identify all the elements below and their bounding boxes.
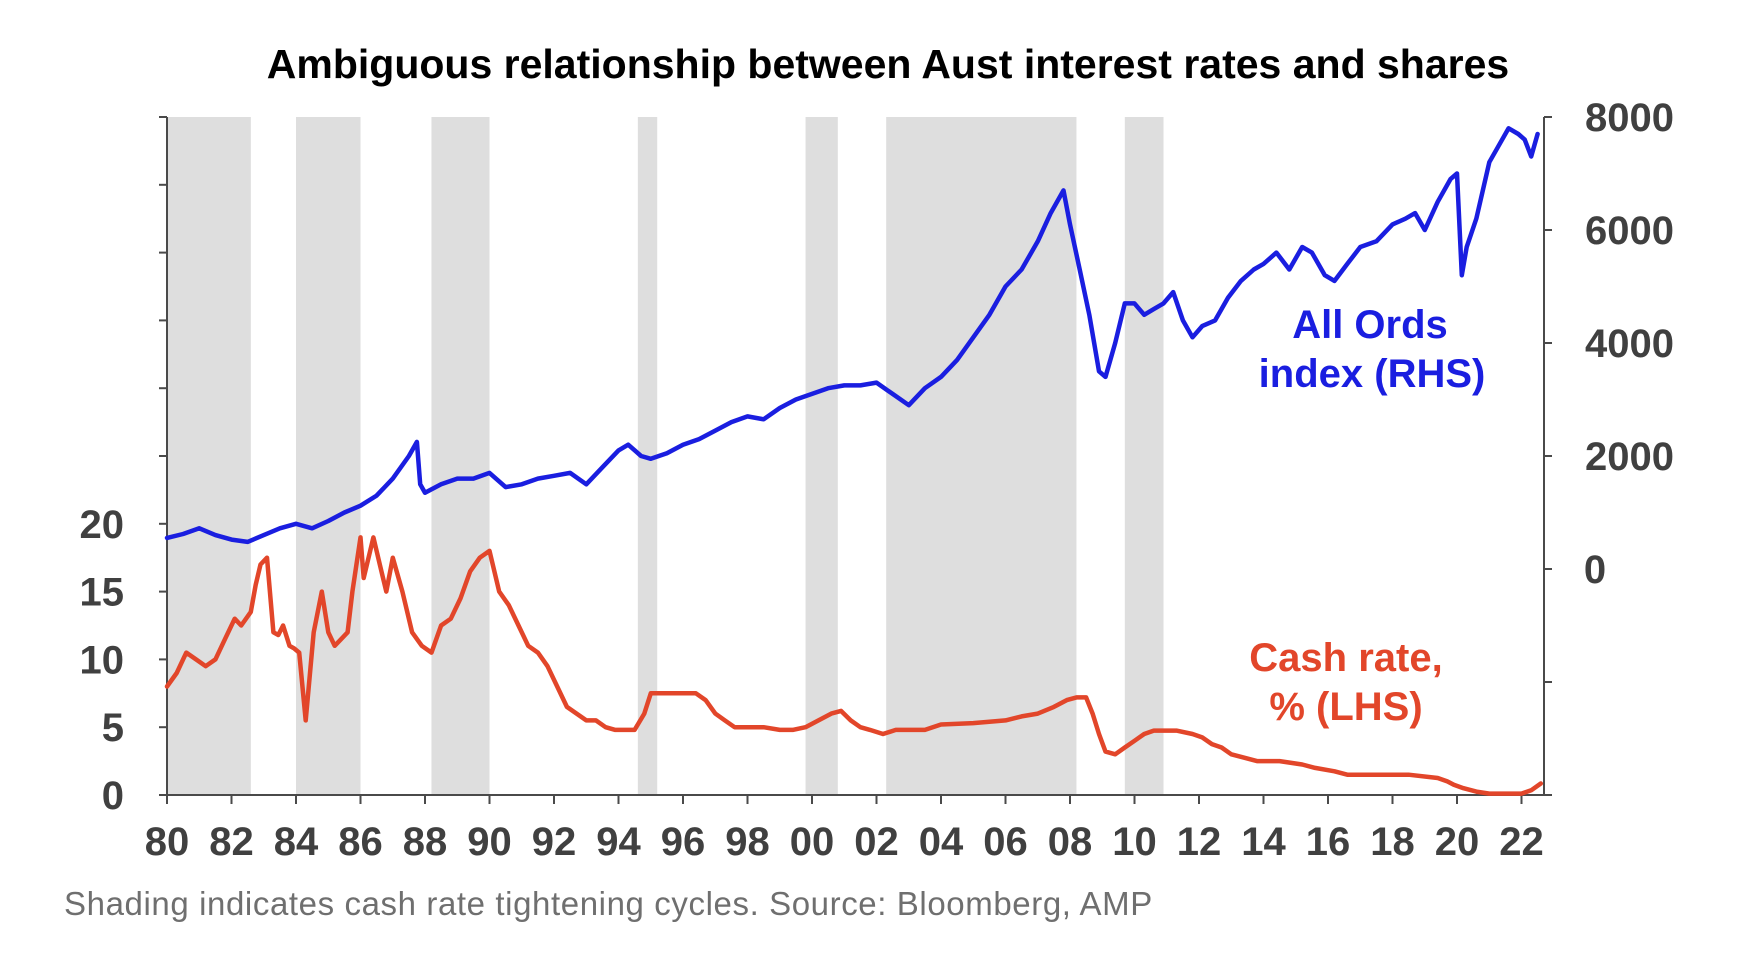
shading-band-4: [805, 117, 838, 795]
all-ords-label-line1: All Ords: [1292, 303, 1448, 347]
x-tick-label-02: 02: [854, 820, 899, 864]
cash-rate-line: [164, 535, 1544, 796]
x-axis-ticks: 80 82 84 86 88 90 92 94 96 98 00 02 04 06 08 10 12 14 16 18…: [145, 795, 1544, 864]
cash-rate-label-line1: Cash rate,: [1249, 636, 1442, 680]
series-lines: [164, 126, 1544, 796]
x-tick-label-86: 86: [338, 820, 383, 864]
x-tick-label-22: 22: [1499, 820, 1544, 864]
x-tick-label-94: 94: [596, 820, 641, 864]
x-tick-label-14: 14: [1241, 820, 1286, 864]
left-tick-label-0: 0: [102, 774, 124, 818]
left-tick-label-10: 10: [80, 638, 125, 682]
right-tick-label-2000: 2000: [1585, 435, 1674, 479]
left-axis-ticks: 0 5 10 15 20: [80, 116, 167, 818]
tightening-shading: [167, 117, 1164, 795]
x-tick-label-00: 00: [790, 820, 835, 864]
shading-band-2: [431, 117, 490, 795]
x-tick-label-92: 92: [532, 820, 577, 864]
left-tick-label-20: 20: [80, 503, 125, 547]
x-tick-label-96: 96: [661, 820, 706, 864]
source-footnote: Shading indicates cash rate tightening c…: [64, 885, 1153, 922]
x-tick-label-04: 04: [919, 820, 964, 864]
x-tick-label-20: 20: [1435, 820, 1480, 864]
right-tick-label-6000: 6000: [1585, 209, 1674, 253]
left-tick-label-15: 15: [80, 571, 125, 615]
x-tick-label-98: 98: [725, 820, 770, 864]
all-ords-line: [164, 126, 1540, 545]
x-tick-label-12: 12: [1177, 820, 1222, 864]
x-tick-label-18: 18: [1370, 820, 1415, 864]
x-tick-label-88: 88: [403, 820, 448, 864]
shading-band-0: [167, 117, 251, 795]
right-axis-ticks: 0 2000 4000 6000 8000: [1544, 96, 1674, 796]
shading-band-6: [1124, 117, 1164, 795]
cash-rate-label-line2: % (LHS): [1269, 685, 1422, 729]
x-tick-label-10: 10: [1112, 820, 1157, 864]
all-ords-label-line2: index (RHS): [1259, 352, 1486, 396]
x-tick-label-08: 08: [1048, 820, 1093, 864]
shading-band-1: [296, 117, 361, 795]
left-tick-label-5: 5: [102, 706, 124, 750]
right-tick-label-4000: 4000: [1585, 322, 1674, 366]
right-tick-label-0: 0: [1584, 548, 1606, 592]
x-tick-label-90: 90: [467, 820, 512, 864]
x-tick-label-16: 16: [1306, 820, 1351, 864]
right-tick-label-8000: 8000: [1585, 96, 1674, 140]
x-tick-label-06: 06: [983, 820, 1028, 864]
x-tick-label-80: 80: [145, 820, 190, 864]
x-tick-label-82: 82: [209, 820, 254, 864]
x-tick-label-84: 84: [274, 820, 319, 864]
chart-title: Ambiguous relationship between Aust inte…: [267, 41, 1509, 87]
